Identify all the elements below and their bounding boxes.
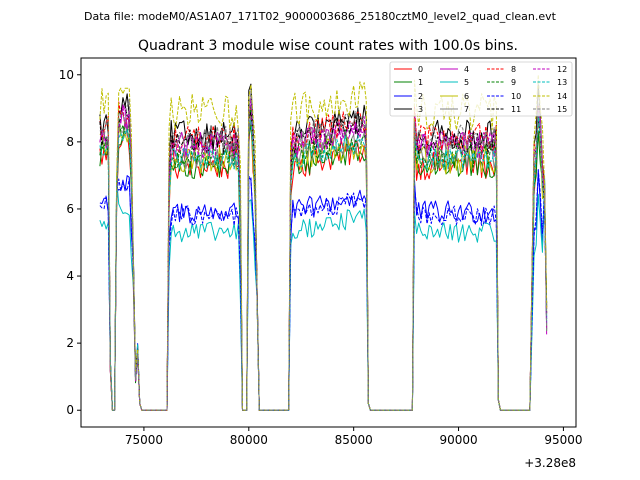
x-tick-label: 85000 [335,433,373,447]
legend-label-0: 0 [418,65,423,74]
x-tick-label: 80000 [230,433,268,447]
x-tick-label: 90000 [439,433,477,447]
legend-label-8: 8 [511,65,516,74]
legend-label-14: 14 [557,92,567,101]
series-line-2 [99,170,548,411]
x-tick-label: 75000 [125,433,163,447]
x-tick-label: 95000 [544,433,582,447]
legend-label-12: 12 [557,65,567,74]
series-line-10 [99,169,548,411]
legend-label-1: 1 [418,78,423,87]
y-tick-label: 8 [66,135,74,149]
series-line-0 [99,109,548,411]
legend-label-15: 15 [557,105,567,114]
plot-frame [80,57,577,428]
y-tick-label: 2 [66,336,74,350]
legend-label-11: 11 [511,105,521,114]
x-offset-label: +3.28e8 [524,456,576,470]
y-tick-label: 6 [66,202,74,216]
y-tick-label: 4 [66,269,74,283]
legend-label-13: 13 [557,78,567,87]
series-layer [99,74,548,411]
chart-title: Quadrant 3 module wise count rates with … [138,38,518,54]
suptitle: Data file: modeM0/AS1A07_171T02_90000036… [84,10,557,23]
series-line-12 [99,96,548,411]
legend-label-2: 2 [418,92,423,101]
series-line-13 [99,114,548,411]
legend-label-4: 4 [464,65,469,74]
legend-label-7: 7 [464,105,469,114]
y-tick-label: 0 [66,403,74,417]
legend-frame [389,61,573,117]
legend-label-9: 9 [511,78,516,87]
legend-label-6: 6 [464,92,469,101]
series-line-8 [99,101,548,411]
series-line-5 [99,177,548,411]
x-axis-ticks: 75000 80000 85000 90000 95000 [125,427,583,447]
y-axis-ticks: 0 2 4 6 8 10 [59,68,81,417]
legend-label-3: 3 [418,105,423,114]
series-line-9 [99,106,548,411]
legend-label-10: 10 [511,92,521,101]
series-line-15 [99,90,548,411]
legend-label-5: 5 [464,78,469,87]
y-tick-label: 10 [59,68,74,82]
